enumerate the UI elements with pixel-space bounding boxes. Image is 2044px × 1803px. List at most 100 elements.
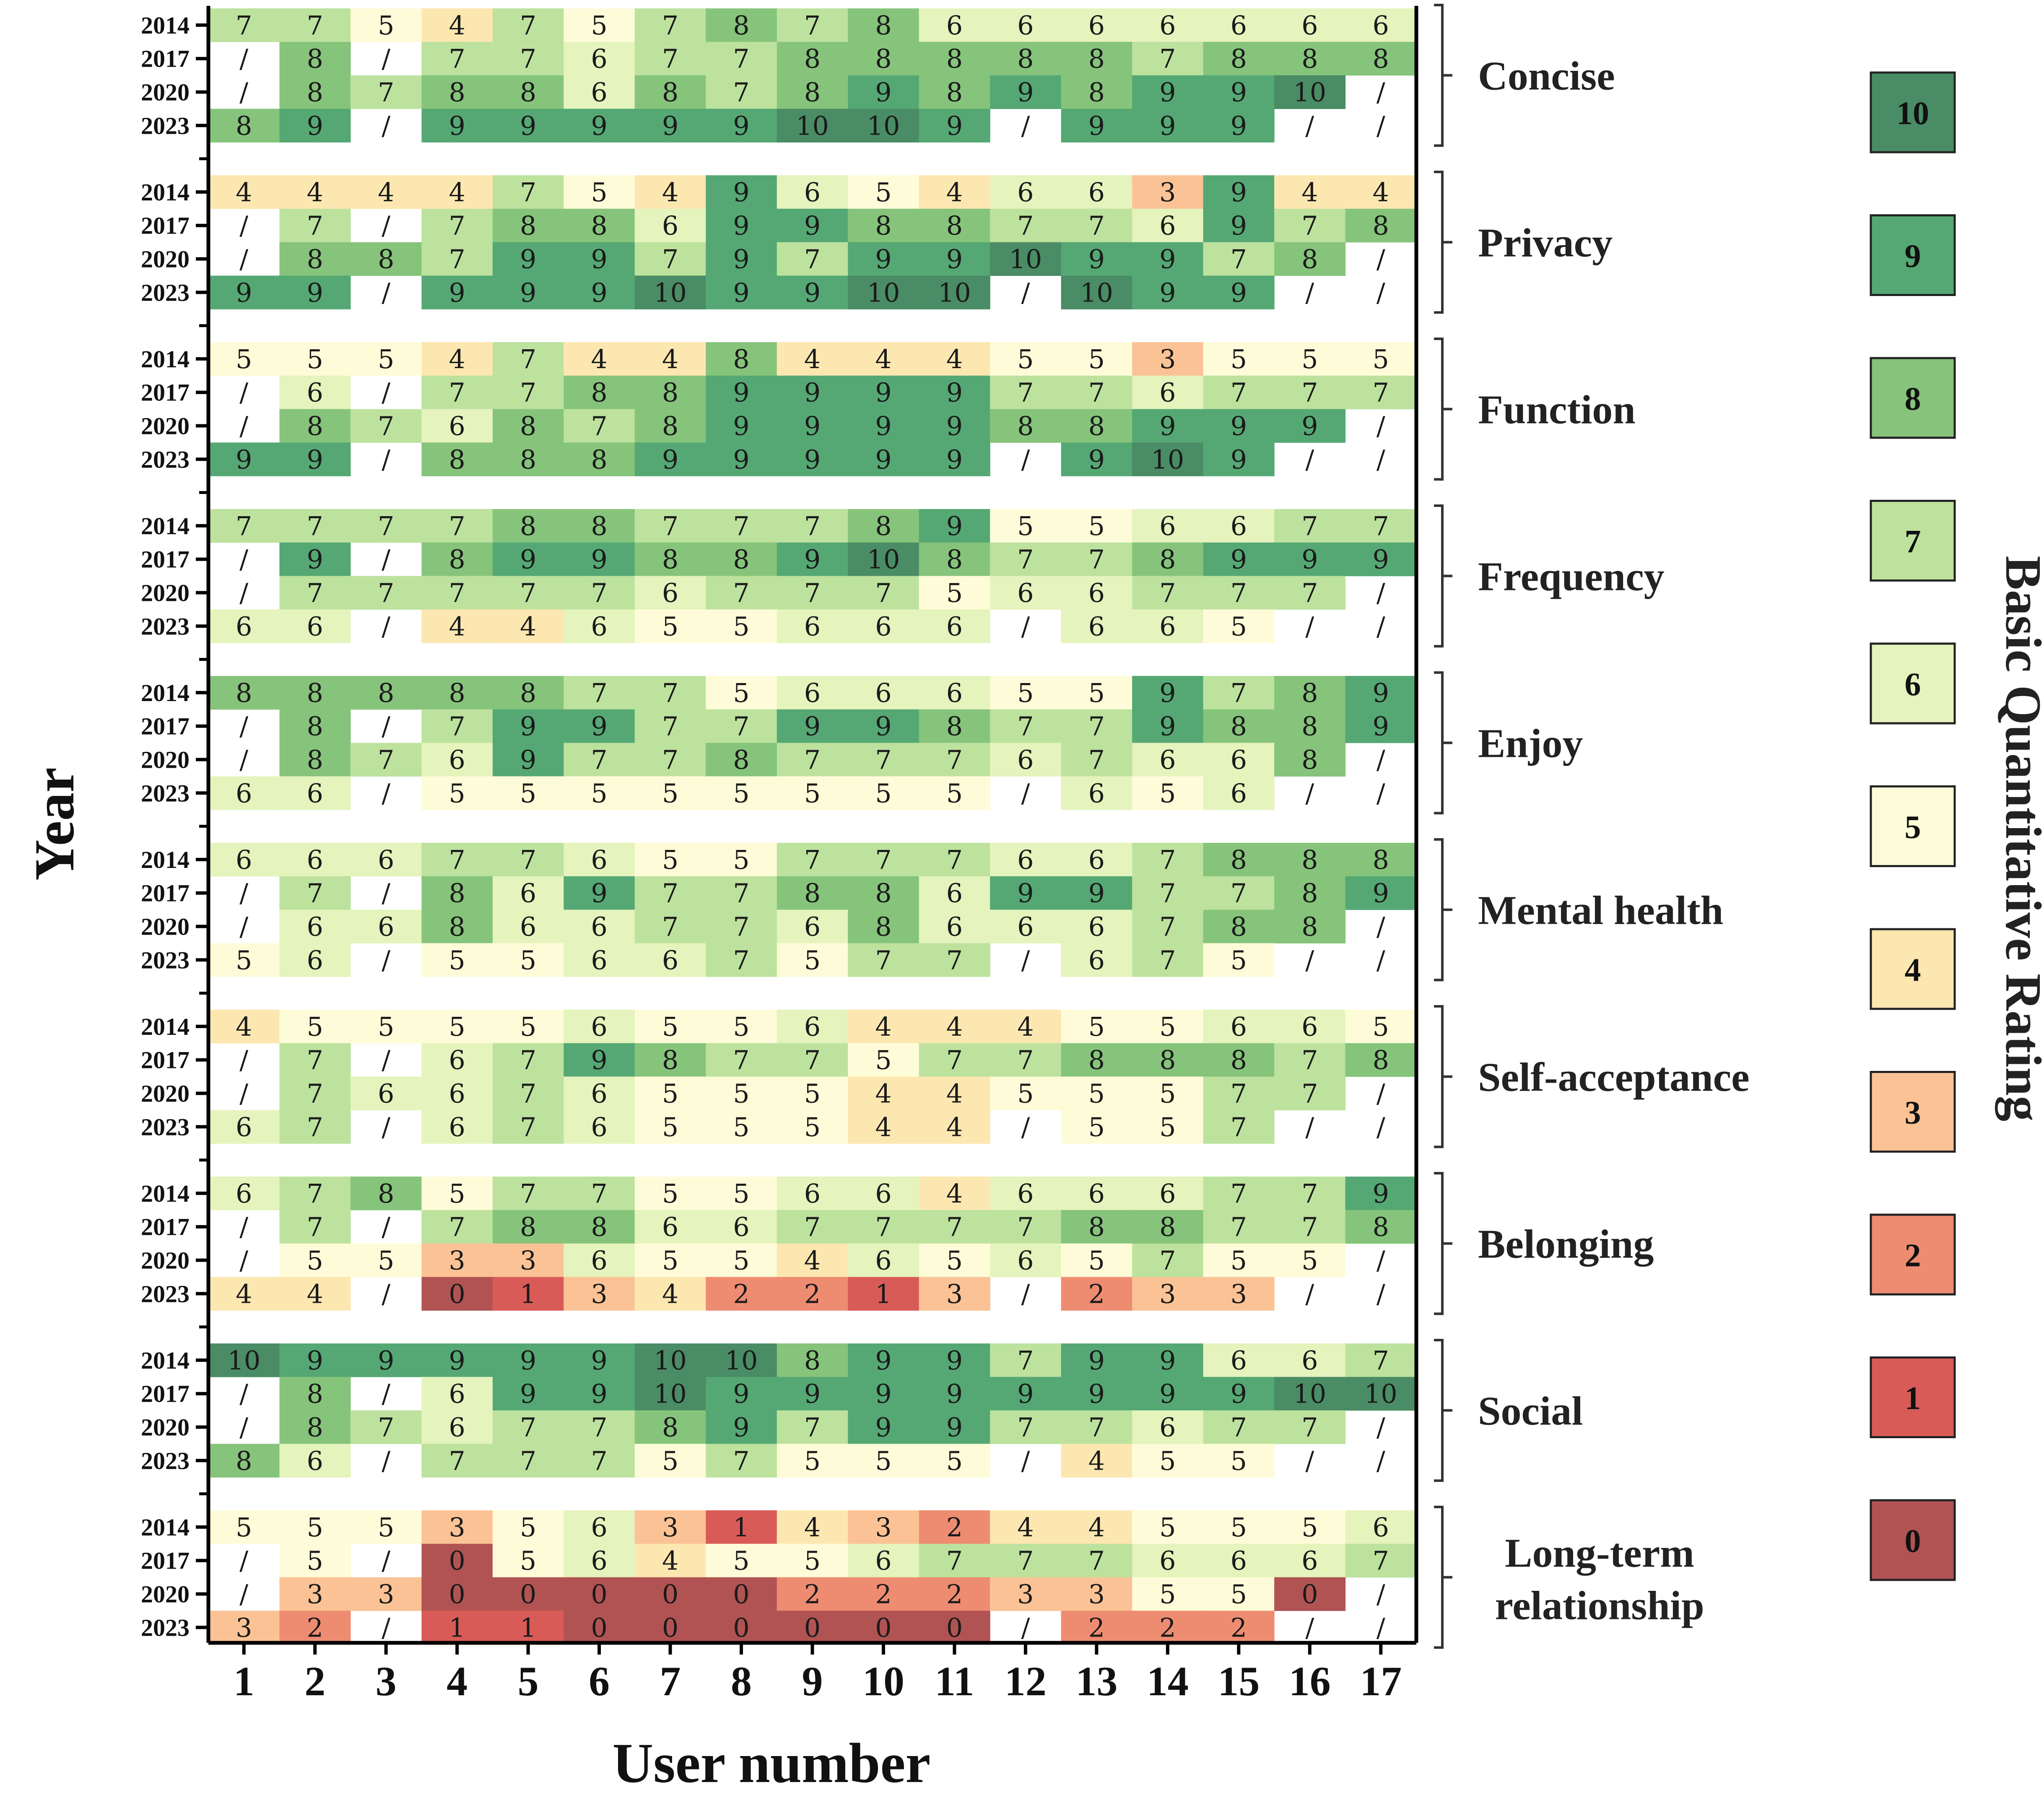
- cell-value: 7: [804, 844, 821, 875]
- heatmap-cell: [1132, 242, 1204, 276]
- heatmap-cell: [919, 275, 990, 309]
- cell-value: 8: [520, 678, 536, 708]
- cell-value: 7: [378, 411, 394, 442]
- heatmap-cell: [706, 609, 777, 643]
- cell-value: 6: [449, 411, 465, 442]
- missing-marker: /: [382, 210, 390, 241]
- heatmap-cell: [990, 1543, 1062, 1578]
- heatmap-cell: [279, 1510, 351, 1544]
- cell-value: 8: [1231, 711, 1247, 742]
- year-tick-label: 2020: [141, 1080, 190, 1107]
- cell-value: 6: [1088, 10, 1105, 41]
- cell-value: 6: [875, 678, 891, 708]
- missing-marker: /: [239, 1078, 248, 1109]
- heatmap-cell: [1061, 576, 1132, 610]
- heatmap-cell: [350, 676, 422, 710]
- heatmap-cell: [1132, 509, 1204, 543]
- cell-value: 7: [662, 878, 678, 909]
- cell-value: 6: [662, 210, 678, 241]
- heatmap-cell: [492, 943, 564, 977]
- heatmap-cell: [564, 509, 635, 543]
- cell-value: 7: [1017, 1412, 1034, 1443]
- cell-value: 5: [733, 1546, 749, 1576]
- heatmap-cell: [1274, 1510, 1346, 1544]
- cell-value: 8: [520, 210, 536, 241]
- year-tick-label: 2017: [141, 1213, 190, 1241]
- heatmap-cell: [706, 1343, 777, 1377]
- cell-value: 4: [875, 1112, 891, 1142]
- heatmap-cell: [706, 1377, 777, 1411]
- heatmap-cell: [421, 1110, 493, 1144]
- missing-marker: /: [1305, 1445, 1314, 1476]
- heatmap-cell: [492, 175, 564, 209]
- heatmap-cell: [421, 743, 493, 777]
- cell-value: 6: [804, 611, 821, 642]
- x-axis-title: User number: [613, 1732, 931, 1795]
- year-tick-label: 2023: [141, 112, 190, 139]
- cell-value: 5: [449, 945, 465, 975]
- heatmap-cell: [1061, 1510, 1132, 1544]
- heatmap-cell: [1061, 1343, 1132, 1377]
- heatmap-cell: [1132, 442, 1204, 476]
- cell-value: 5: [733, 1178, 749, 1209]
- missing-marker: /: [1021, 1445, 1030, 1476]
- cell-value: 5: [804, 778, 821, 808]
- cell-value: 6: [591, 77, 607, 108]
- cell-value: 6: [378, 1078, 394, 1109]
- year-tick-label: 2017: [141, 1380, 190, 1408]
- cell-value: 2: [306, 1612, 323, 1643]
- heatmap-cell: [1274, 676, 1346, 710]
- missing-marker: /: [239, 1579, 248, 1610]
- cell-value: 2: [1159, 1612, 1176, 1643]
- cell-value: 10: [1364, 1379, 1397, 1409]
- cell-value: 9: [875, 77, 891, 108]
- heatmap-cell: [706, 576, 777, 610]
- heatmap-cell: [706, 242, 777, 276]
- heatmap-cell: [1132, 1210, 1204, 1244]
- heatmap-cell: [1203, 509, 1275, 543]
- heatmap-cell: [634, 375, 706, 410]
- cell-value: 8: [1231, 844, 1247, 875]
- cell-value: 5: [1088, 1078, 1105, 1109]
- heatmap-cell: [706, 75, 777, 109]
- cell-value: 7: [236, 511, 252, 541]
- cell-value: 7: [1301, 377, 1318, 408]
- heatmap-cell: [1203, 75, 1275, 109]
- cell-value: 7: [804, 1212, 821, 1242]
- missing-marker: /: [1377, 444, 1385, 475]
- heatmap-cell: [208, 676, 280, 710]
- heatmap-cell: [777, 1010, 848, 1044]
- cell-value: 5: [1159, 1512, 1176, 1543]
- heatmap-cell: [634, 42, 706, 76]
- cell-value: 9: [520, 277, 536, 308]
- heatmap-cell: [421, 676, 493, 710]
- cell-value: 5: [306, 1011, 323, 1042]
- heatmap-cell: [1345, 1343, 1417, 1377]
- heatmap-cell: [777, 609, 848, 643]
- cell-value: 8: [449, 544, 465, 575]
- cell-value: 8: [306, 411, 323, 442]
- category-label: Mental health: [1478, 888, 1723, 933]
- cell-value: 7: [1301, 578, 1318, 608]
- cell-value: 4: [804, 1245, 821, 1276]
- cell-value: 5: [1231, 1245, 1247, 1276]
- cell-value: 7: [1231, 1412, 1247, 1443]
- heatmap-cell: [492, 676, 564, 710]
- cell-value: 6: [378, 912, 394, 942]
- cell-value: 1: [520, 1612, 536, 1643]
- cell-value: 9: [236, 277, 252, 308]
- heatmap-cell: [279, 1611, 351, 1645]
- heatmap-cell: [1274, 542, 1346, 577]
- cell-value: 9: [1159, 678, 1176, 708]
- cell-value: 8: [1301, 878, 1318, 909]
- heatmap-cell: [777, 943, 848, 977]
- cell-value: 8: [662, 1412, 678, 1443]
- cell-value: 5: [1231, 611, 1247, 642]
- missing-marker: /: [1305, 1612, 1314, 1643]
- cell-value: 9: [306, 110, 323, 141]
- cell-value: 8: [1373, 44, 1389, 74]
- cell-value: 7: [1231, 1178, 1247, 1209]
- missing-marker: /: [1377, 1112, 1385, 1142]
- heatmap-cell: [1345, 843, 1417, 877]
